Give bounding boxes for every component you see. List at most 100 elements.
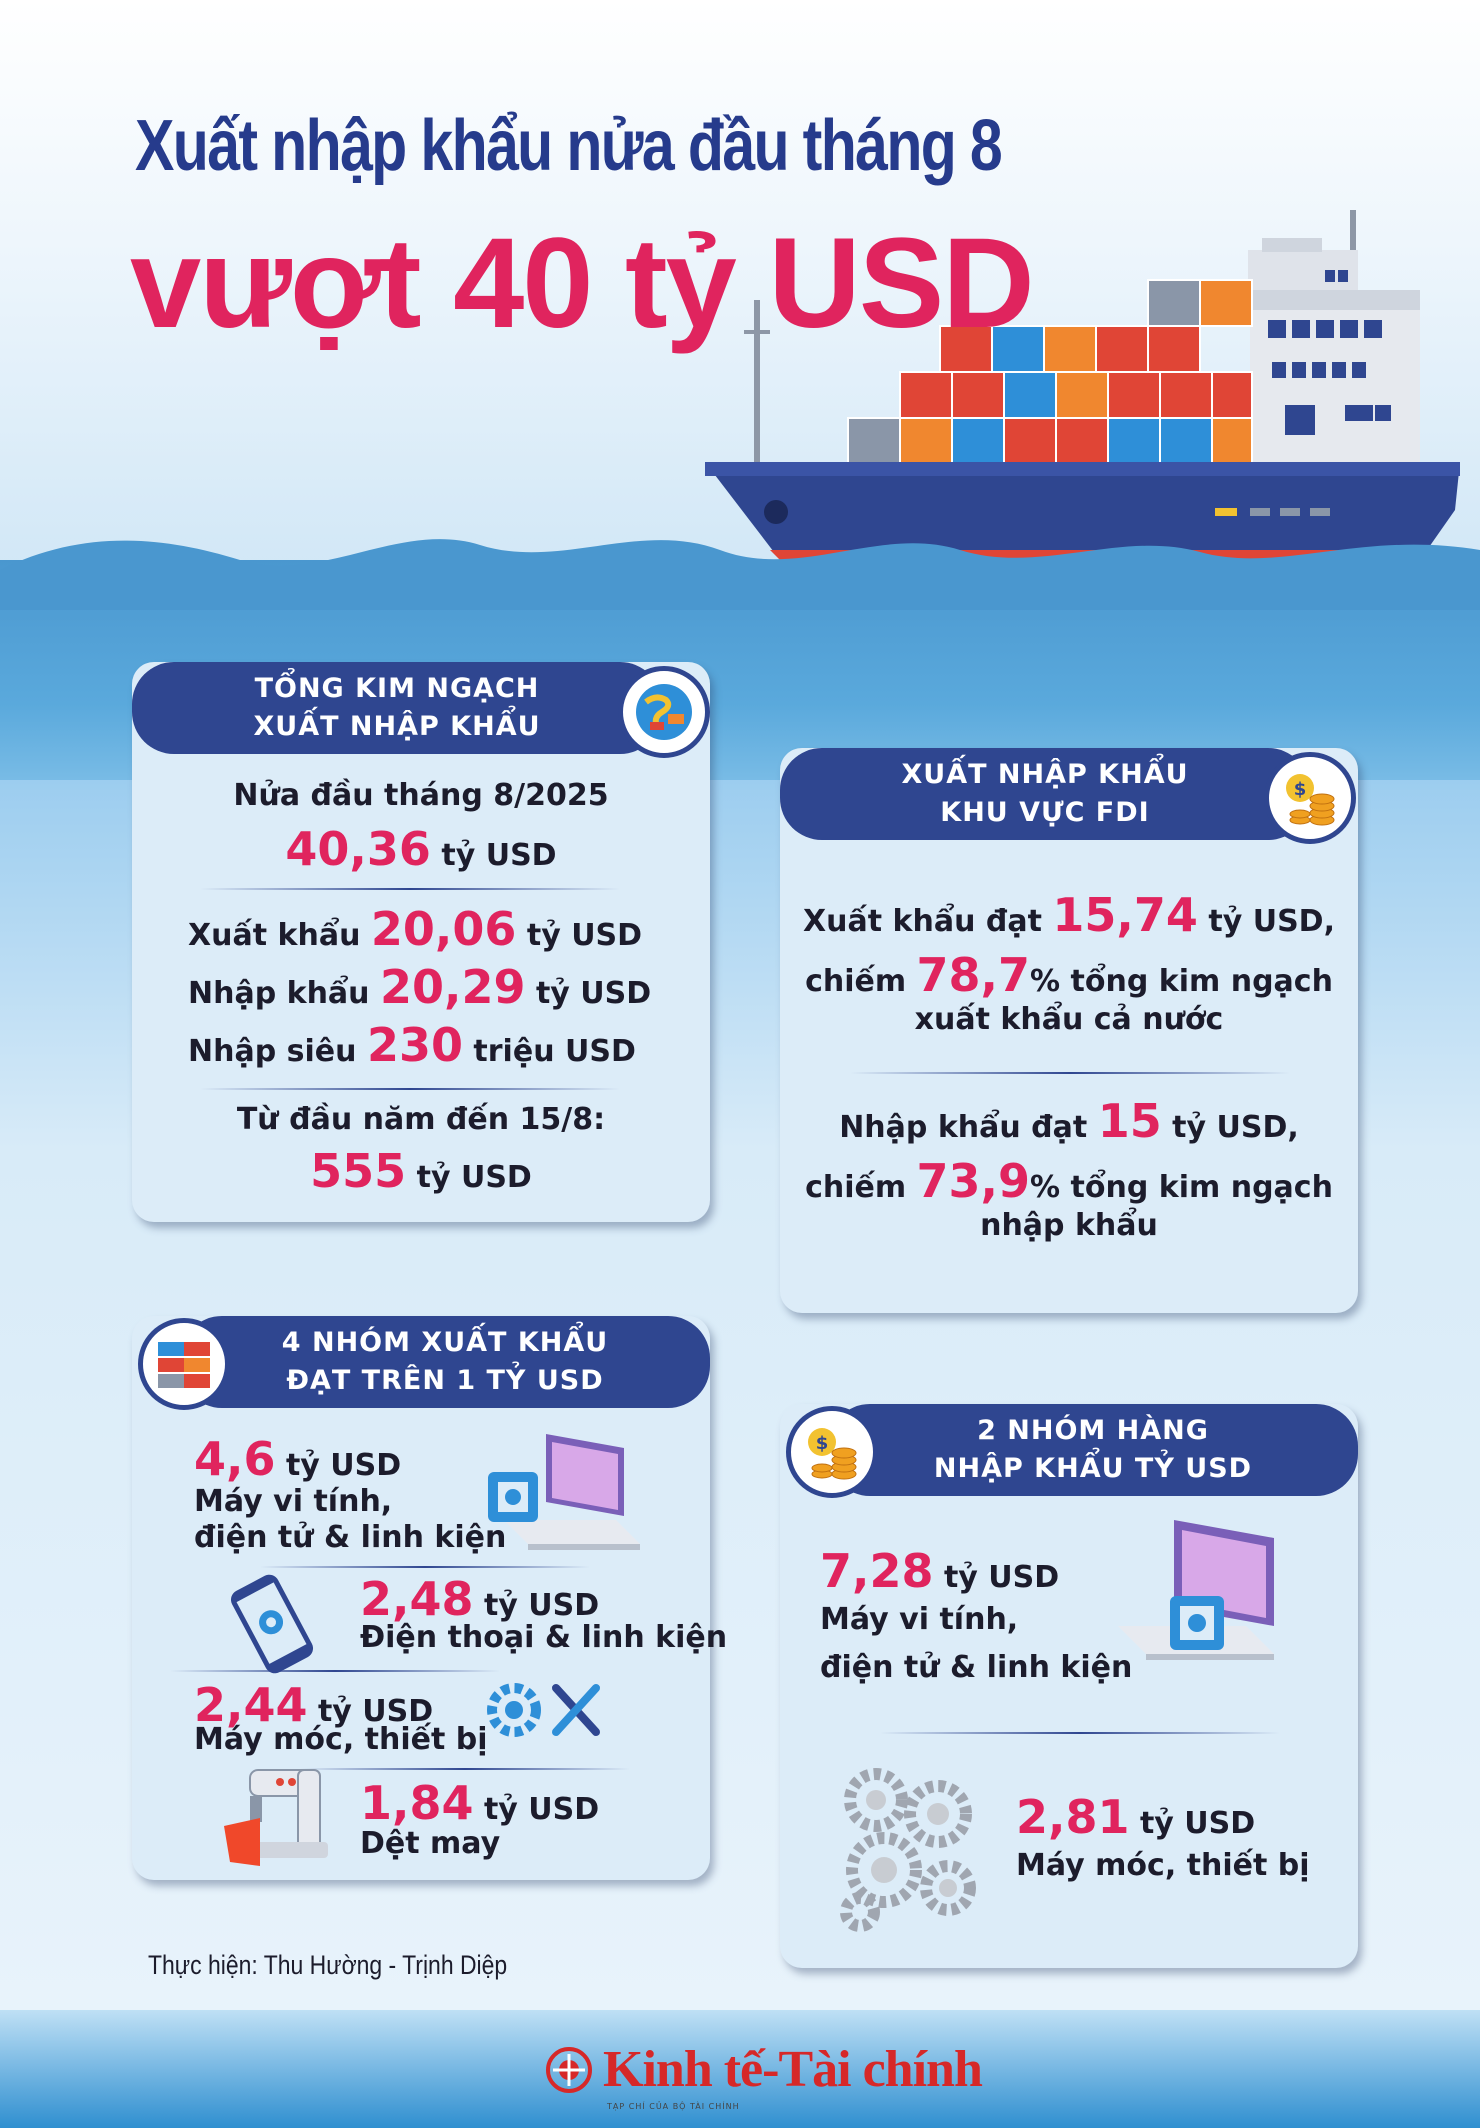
heading-line: XUẤT NHẬP KHẨU (253, 711, 541, 742)
export-groups-card (132, 1316, 710, 1880)
svg-text:$: $ (1294, 779, 1307, 800)
page-title: Xuất nhập khẩu nửa đầu tháng 8 (135, 106, 1003, 186)
fdi-export-share-line3: xuất khẩu cả nước (914, 1002, 1224, 1037)
item-value: 7,28 (820, 1544, 934, 1598)
laptop-icon (488, 1434, 640, 1550)
fdi-import-share-line3: nhập khẩu (980, 1208, 1158, 1243)
fdi-import-share-prefix: chiếm (805, 1170, 907, 1205)
deficit-row: Nhập siêu 230 triệu USD (188, 1018, 636, 1072)
divider (850, 1072, 1290, 1074)
fdi-export-prefix: Xuất khẩu đạt (803, 904, 1042, 939)
item-label: Máy móc, thiết bị (1016, 1848, 1310, 1883)
import-unit: tỷ USD (535, 976, 652, 1011)
footer-band (0, 2010, 1480, 2128)
total-value-row: 40,36 tỷ USD (132, 822, 710, 876)
fdi-export-row: Xuất khẩu đạt 15,74 tỷ USD, (780, 888, 1358, 942)
wave-shape (0, 539, 1480, 610)
item-value: 4,6 (194, 1432, 276, 1486)
heading-line: 2 NHÓM HÀNG (977, 1415, 1209, 1446)
item-unit: tỷ USD (1139, 1806, 1256, 1841)
total-value: 40,36 (285, 822, 431, 876)
export-item: 1,84 tỷ USD (360, 1776, 599, 1830)
money-coins-icon: $ (1286, 774, 1335, 826)
import-value: 20,29 (380, 960, 526, 1014)
fdi-import-prefix: Nhập khẩu đạt (839, 1110, 1088, 1145)
item-label: Điện thoại & linh kiện (360, 1620, 728, 1655)
item-value: 2,44 (194, 1678, 308, 1732)
fdi-import-share-value: 73,9 (916, 1154, 1031, 1208)
total-trade-card (132, 662, 710, 1222)
ytd-unit: tỷ USD (416, 1160, 532, 1195)
fdi-export-share-row: chiếm 78,7% tổng kim ngạch (780, 948, 1358, 1002)
fdi-import-row: Nhập khẩu đạt 15 tỷ USD, (780, 1094, 1358, 1148)
fdi-export-share-prefix: chiếm (805, 964, 907, 999)
phone-icon (230, 1574, 314, 1674)
heading-line: 4 NHÓM XUẤT KHẨU (281, 1327, 609, 1358)
deficit-value: 230 (366, 1018, 463, 1072)
export-groups-card-heading: 4 NHÓM XUẤT KHẨU ĐẠT TRÊN 1 TỶ USD (180, 1316, 710, 1408)
deficit-label: Nhập siêu (188, 1034, 357, 1069)
divider (260, 1566, 590, 1568)
item-unit: tỷ USD (285, 1448, 402, 1483)
heading-line: ĐẠT TRÊN 1 TỶ USD (286, 1365, 604, 1396)
publication-logo: Kinh tế-Tài chính TẠP CHÍ CỦA BỘ TÀI CHÍ… (545, 2040, 983, 2111)
heading-line: KHU VỰC FDI (940, 797, 1150, 828)
fdi-card-heading: XUẤT NHẬP KHẨU KHU VỰC FDI (780, 748, 1310, 840)
export-item: 2,44 tỷ USD (194, 1678, 433, 1732)
logo-subtitle: TẠP CHÍ CỦA BỘ TÀI CHÍNH (607, 2102, 740, 2111)
svg-text:$: $ (816, 1433, 829, 1454)
credit-line: Thực hiện: Thu Hường - Trịnh Diệp (148, 1950, 508, 1980)
item-value: 1,84 (360, 1776, 474, 1830)
item-label: Máy móc, thiết bị (194, 1722, 488, 1757)
divider (300, 1768, 630, 1770)
laptop-icon (1118, 1520, 1274, 1660)
ship-illustration (0, 210, 1480, 610)
sewing-machine-icon (224, 1769, 328, 1866)
export-value: 20,06 (370, 902, 517, 956)
item-label: điện tử & linh kiện (820, 1650, 1133, 1685)
logo-emblem-icon (546, 2046, 592, 2093)
heading-line: XUẤT NHẬP KHẨU (901, 759, 1189, 790)
item-value: 2,48 (360, 1572, 474, 1626)
divider (880, 1732, 1280, 1734)
heading-line: NHẬP KHẨU TỶ USD (933, 1453, 1253, 1484)
gears-icon (840, 1768, 976, 1932)
container-stack-icon (158, 1342, 210, 1388)
export-item: 2,48 tỷ USD (360, 1572, 599, 1626)
import-item: 7,28 tỷ USD (820, 1544, 1059, 1598)
globe-trade-icon (636, 684, 692, 740)
divider (170, 1670, 500, 1672)
export-row: Xuất khẩu 20,06 tỷ USD (188, 902, 642, 956)
money-coins-icon: $ (808, 1428, 857, 1480)
tools-icon (487, 1683, 600, 1737)
period-label: Nửa đầu tháng 8/2025 (233, 778, 609, 813)
fdi-import-share-suffix: % tổng kim ngạch (1030, 1170, 1333, 1205)
import-item: 2,81 tỷ USD (1016, 1790, 1255, 1844)
item-label: Máy vi tính, (194, 1484, 393, 1519)
badge: $ (786, 1406, 878, 1498)
divider (200, 888, 620, 890)
item-unit: tỷ USD (943, 1560, 1060, 1595)
ytd-value-row: 555 tỷ USD (132, 1144, 710, 1198)
fdi-card (780, 748, 1358, 1313)
badge (618, 666, 710, 758)
total-unit: tỷ USD (441, 838, 557, 873)
fdi-export-unit: tỷ USD, (1208, 904, 1335, 939)
fdi-import-value: 15 (1097, 1094, 1162, 1148)
fdi-export-share-suffix: % tổng kim ngạch (1030, 964, 1333, 999)
fdi-import-share-row: chiếm 73,9% tổng kim ngạch (780, 1154, 1358, 1208)
fdi-export-value: 15,74 (1052, 888, 1198, 942)
logo-text: Kinh tế-Tài chính (603, 2041, 983, 2098)
export-item: 4,6 tỷ USD (194, 1432, 401, 1486)
item-label: Dệt may (360, 1826, 501, 1861)
import-row: Nhập khẩu 20,29 tỷ USD (188, 960, 651, 1014)
export-label: Xuất khẩu (188, 918, 361, 953)
heading-line: TỔNG KIM NGẠCH (254, 673, 540, 704)
deficit-unit: triệu USD (473, 1034, 636, 1069)
ytd-value: 555 (310, 1144, 407, 1198)
badge: $ (1264, 752, 1356, 844)
import-label: Nhập khẩu (188, 976, 370, 1011)
page-headline: vượt 40 tỷ USD (130, 212, 1035, 355)
item-unit: tỷ USD (483, 1588, 600, 1623)
item-label: điện tử & linh kiện (194, 1520, 507, 1555)
